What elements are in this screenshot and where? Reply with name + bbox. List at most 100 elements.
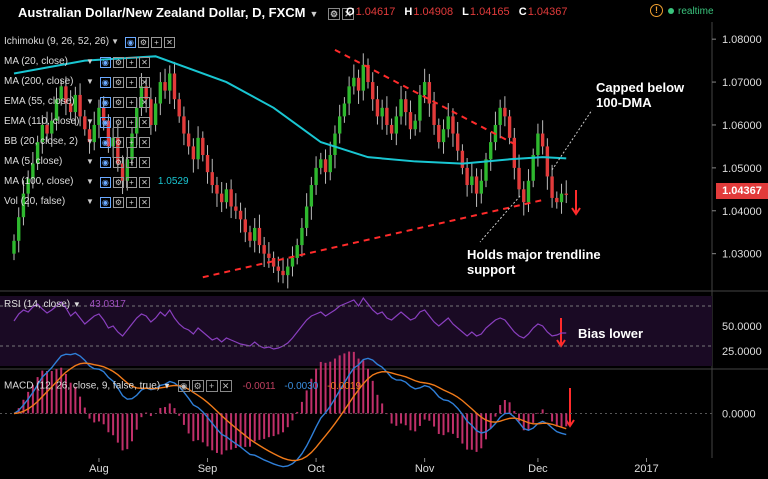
indicator-row[interactable]: MA (100, close) ▼ ◉ ⚙ + ✕ 1.0529	[4, 172, 189, 192]
settings-icon[interactable]: ⚙	[112, 116, 124, 128]
annotation-capped-line1: Capped below	[596, 80, 685, 95]
settings-icon[interactable]: ⚙	[112, 136, 124, 148]
eye-icon[interactable]: ◉	[124, 36, 136, 48]
eye-icon[interactable]: ◉	[99, 176, 111, 188]
chevron-down-icon[interactable]: ▼	[86, 117, 94, 126]
indicator-row[interactable]: MA (200, close) ▼ ◉ ⚙ + ✕	[4, 72, 189, 92]
indicator-name[interactable]: MA (5, close)	[4, 156, 63, 167]
candle-body	[50, 120, 54, 134]
candle-body	[196, 137, 200, 160]
settings-icon[interactable]: ⚙	[191, 380, 204, 392]
candle-body	[158, 82, 163, 104]
add-icon[interactable]: +	[125, 156, 137, 168]
eye-icon[interactable]: ◉	[177, 380, 190, 392]
candle-body	[21, 193, 26, 218]
eye-icon[interactable]: ◉	[99, 156, 111, 168]
rsi-label[interactable]: RSI (14, close)	[4, 299, 71, 310]
add-icon[interactable]: +	[125, 56, 137, 68]
eye-icon[interactable]: ◉	[99, 96, 111, 108]
candle-body	[465, 167, 469, 186]
close-icon[interactable]: ✕	[138, 176, 150, 188]
add-icon[interactable]: +	[125, 176, 137, 188]
add-icon[interactable]: +	[205, 380, 218, 392]
indicator-row[interactable]: Ichimoku (9, 26, 52, 26) ▼ ◉ ⚙ + ✕	[4, 32, 189, 52]
indicator-row[interactable]: BB (20, close, 2) ▼ ◉ ⚙ + ✕	[4, 132, 189, 152]
macd-line	[13, 352, 567, 468]
candle-body	[536, 133, 540, 155]
candle-body	[163, 82, 167, 91]
close-icon[interactable]: ✕	[138, 196, 150, 208]
candle-body	[40, 124, 45, 143]
annotation-capped-line2: 100-DMA	[596, 95, 652, 110]
candle-body	[408, 112, 413, 130]
macd-legend: MACD (12, 26, close, 9, false, true) ▼ ◉…	[4, 380, 361, 392]
close-icon[interactable]: ✕	[138, 56, 150, 68]
close-icon[interactable]: ✕	[163, 36, 175, 48]
add-icon[interactable]: +	[125, 116, 137, 128]
eye-icon[interactable]: ◉	[99, 196, 111, 208]
chevron-down-icon[interactable]: ▼	[86, 97, 94, 106]
add-icon[interactable]: +	[125, 76, 137, 88]
add-icon[interactable]: +	[150, 36, 162, 48]
macd-label[interactable]: MACD (12, 26, close, 9, false, true)	[4, 380, 161, 392]
settings-icon[interactable]: ⚙	[137, 36, 149, 48]
close-icon[interactable]: ✕	[138, 116, 150, 128]
indicator-name[interactable]: MA (100, close)	[4, 176, 74, 187]
indicator-row[interactable]: Vol (20, false) ▼ ◉ ⚙ + ✕	[4, 192, 189, 212]
chevron-down-icon[interactable]: ▼	[86, 177, 94, 186]
close-icon[interactable]: ✕	[138, 156, 150, 168]
chevron-down-icon[interactable]: ▼	[72, 300, 81, 309]
indicator-row[interactable]: MA (20, close) ▼ ◉ ⚙ + ✕	[4, 52, 189, 72]
chevron-down-icon[interactable]: ▼	[86, 77, 94, 86]
candle-body	[446, 116, 450, 130]
y-tick-label: 1.08000	[722, 34, 762, 46]
indicator-name[interactable]: EMA (110, close)	[4, 116, 80, 127]
add-icon[interactable]: +	[125, 96, 137, 108]
close-icon[interactable]: ✕	[342, 7, 355, 20]
settings-icon[interactable]: ⚙	[112, 76, 124, 88]
candle-body	[474, 176, 479, 194]
close-icon[interactable]: ✕	[138, 136, 150, 148]
annotation-holds: Holds major trendline support	[467, 247, 601, 277]
settings-icon[interactable]: ⚙	[112, 196, 124, 208]
eye-icon[interactable]: ◉	[99, 76, 111, 88]
close-icon[interactable]: ✕	[138, 96, 150, 108]
add-icon[interactable]: +	[125, 196, 137, 208]
indicator-name[interactable]: EMA (55, close)	[4, 96, 75, 107]
indicator-row[interactable]: MA (5, close) ▼ ◉ ⚙ + ✕	[4, 152, 189, 172]
candle-body	[172, 73, 177, 100]
chevron-down-icon[interactable]: ▼	[162, 381, 171, 391]
chevron-down-icon[interactable]: ▼	[309, 9, 319, 19]
chevron-down-icon[interactable]: ▼	[111, 37, 119, 46]
add-icon[interactable]: +	[125, 136, 137, 148]
close-icon[interactable]: ✕	[138, 76, 150, 88]
candle-body	[182, 116, 186, 134]
indicator-row[interactable]: EMA (55, close) ▼ ◉ ⚙ + ✕	[4, 92, 189, 112]
settings-icon[interactable]: ⚙	[112, 156, 124, 168]
eye-icon[interactable]: ◉	[99, 136, 111, 148]
indicator-name[interactable]: Ichimoku (9, 26, 52, 26)	[4, 36, 110, 47]
eye-icon[interactable]: ◉	[99, 56, 111, 68]
annotation-pointer	[551, 109, 593, 171]
resistance-trendline	[334, 49, 520, 148]
settings-icon[interactable]: ⚙	[112, 96, 124, 108]
close-icon[interactable]: ✕	[219, 380, 232, 392]
symbol-title[interactable]: Australian Dollar/New Zealand Dollar, D,…	[18, 5, 356, 20]
indicator-name[interactable]: Vol (20, false)	[4, 196, 66, 207]
indicator-row[interactable]: EMA (110, close) ▼ ◉ ⚙ + ✕	[4, 112, 189, 132]
indicator-name[interactable]: MA (200, close)	[4, 76, 74, 87]
settings-icon[interactable]: ⚙	[328, 7, 341, 20]
eye-icon[interactable]: ◉	[99, 116, 111, 128]
candle-body	[201, 137, 205, 155]
indicator-name[interactable]: BB (20, close, 2)	[4, 136, 78, 147]
settings-icon[interactable]: ⚙	[112, 56, 124, 68]
warning-icon[interactable]: !	[650, 4, 663, 17]
indicator-name[interactable]: MA (20, close)	[4, 56, 68, 67]
chevron-down-icon[interactable]: ▼	[86, 137, 94, 146]
chevron-down-icon[interactable]: ▼	[86, 197, 94, 206]
chevron-down-icon[interactable]: ▼	[86, 57, 94, 66]
candle-body	[45, 124, 49, 134]
chevron-down-icon[interactable]: ▼	[86, 157, 94, 166]
settings-icon[interactable]: ⚙	[112, 176, 124, 188]
